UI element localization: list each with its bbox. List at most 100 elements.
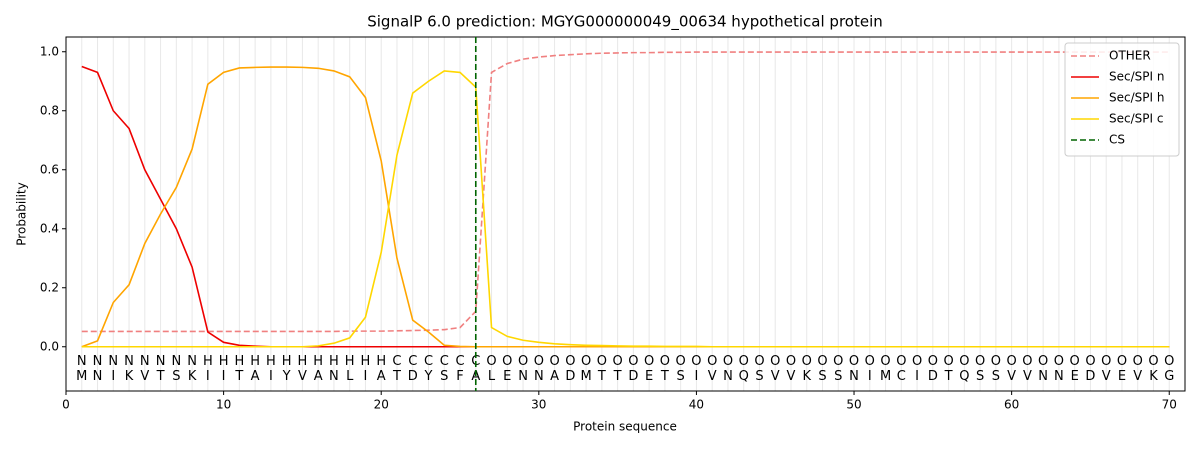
- residue: G: [1164, 369, 1174, 384]
- residue: A: [314, 369, 323, 384]
- residue: M: [76, 369, 87, 384]
- residue: N: [93, 369, 103, 384]
- residue: D: [408, 369, 418, 384]
- residue-label: H: [345, 354, 355, 369]
- residue-label: H: [250, 354, 260, 369]
- legend-box: [1064, 42, 1180, 157]
- x-tick-label: 0: [62, 398, 70, 412]
- residue-label: O: [691, 354, 701, 369]
- residue-label: N: [140, 354, 150, 369]
- residue-label: O: [1070, 354, 1080, 369]
- residue: S: [440, 369, 448, 384]
- residue-label: O: [676, 354, 686, 369]
- residue: K: [188, 369, 197, 384]
- residue-label: O: [565, 354, 575, 369]
- residue-label: O: [739, 354, 749, 369]
- residue: I: [695, 369, 699, 384]
- residue-label: O: [928, 354, 938, 369]
- series-line: [81, 51, 1170, 333]
- residue: T: [156, 369, 165, 384]
- residue-label: O: [802, 354, 812, 369]
- residue: E: [1118, 369, 1126, 384]
- residue: Q: [959, 369, 969, 384]
- residue-label: O: [486, 354, 496, 369]
- residue-label: O: [865, 354, 875, 369]
- x-axis-label: Protein sequence: [573, 420, 677, 434]
- series-line: [81, 66, 1170, 348]
- residue: N: [849, 369, 859, 384]
- residue-label: O: [613, 354, 623, 369]
- residue: T: [597, 369, 606, 384]
- series-line: [81, 70, 1170, 348]
- residue: S: [818, 369, 826, 384]
- x-tick-label: 60: [1004, 398, 1019, 412]
- residue: I: [269, 369, 273, 384]
- residue: L: [346, 369, 354, 384]
- y-tick-label: 0.4: [40, 221, 59, 235]
- residue-label: O: [880, 354, 890, 369]
- series-line: [81, 65, 1170, 348]
- residue-label: O: [1007, 354, 1017, 369]
- residue: N: [518, 369, 528, 384]
- residue: S: [976, 369, 984, 384]
- residue-label: O: [1054, 354, 1064, 369]
- residue: K: [1149, 369, 1158, 384]
- residue-label: O: [597, 354, 607, 369]
- residue-label: O: [817, 354, 827, 369]
- residue-label: O: [896, 354, 906, 369]
- residue: N: [1038, 369, 1048, 384]
- y-axis-label: Probability: [15, 182, 29, 245]
- residue-label: O: [534, 354, 544, 369]
- residue: N: [534, 369, 544, 384]
- residue-label: O: [644, 354, 654, 369]
- x-tick-label: 20: [374, 398, 389, 412]
- residue-label: O: [1164, 354, 1174, 369]
- residue-label: N: [171, 354, 181, 369]
- y-tick-label: 0.8: [40, 103, 59, 117]
- residue-label: C: [440, 354, 449, 369]
- residue-label: O: [660, 354, 670, 369]
- residue-label: O: [1022, 354, 1032, 369]
- residue: E: [503, 369, 511, 384]
- residue: C: [897, 369, 906, 384]
- residue-label: O: [959, 354, 969, 369]
- residue-label: N: [108, 354, 118, 369]
- residue: T: [392, 369, 401, 384]
- residue: N: [723, 369, 733, 384]
- residue: N: [1054, 369, 1064, 384]
- y-tick-label: 0.2: [40, 280, 59, 294]
- residue: K: [802, 369, 811, 384]
- residue: A: [550, 369, 559, 384]
- residue: A: [377, 369, 386, 384]
- residue-label: O: [912, 354, 922, 369]
- residue-label: O: [991, 354, 1001, 369]
- residue: V: [1007, 369, 1016, 384]
- residue-label: O: [1085, 354, 1095, 369]
- residue: D: [628, 369, 638, 384]
- residue: Y: [424, 369, 433, 384]
- residue: Y: [282, 369, 291, 384]
- residue: Q: [739, 369, 749, 384]
- x-tick-label: 50: [846, 398, 861, 412]
- x-tick-label: 30: [531, 398, 546, 412]
- residue-label: C: [424, 354, 433, 369]
- residue-label: O: [943, 354, 953, 369]
- residue: S: [677, 369, 685, 384]
- residue-label: O: [581, 354, 591, 369]
- residue: N: [329, 369, 339, 384]
- y-tick-label: 0.6: [40, 162, 59, 176]
- residue-label: C: [455, 354, 464, 369]
- residue: E: [1071, 369, 1079, 384]
- x-tick-label: 10: [216, 398, 231, 412]
- residue: S: [992, 369, 1000, 384]
- residue-label: C: [408, 354, 417, 369]
- chart-title: SignalP 6.0 prediction: MGYG000000049_00…: [367, 13, 883, 32]
- residue: F: [456, 369, 463, 384]
- residue-label: O: [833, 354, 843, 369]
- residue-label: O: [770, 354, 780, 369]
- residue: I: [111, 369, 115, 384]
- residue: E: [645, 369, 653, 384]
- residue-label: O: [786, 354, 796, 369]
- residue-label: O: [1117, 354, 1127, 369]
- residue: I: [364, 369, 368, 384]
